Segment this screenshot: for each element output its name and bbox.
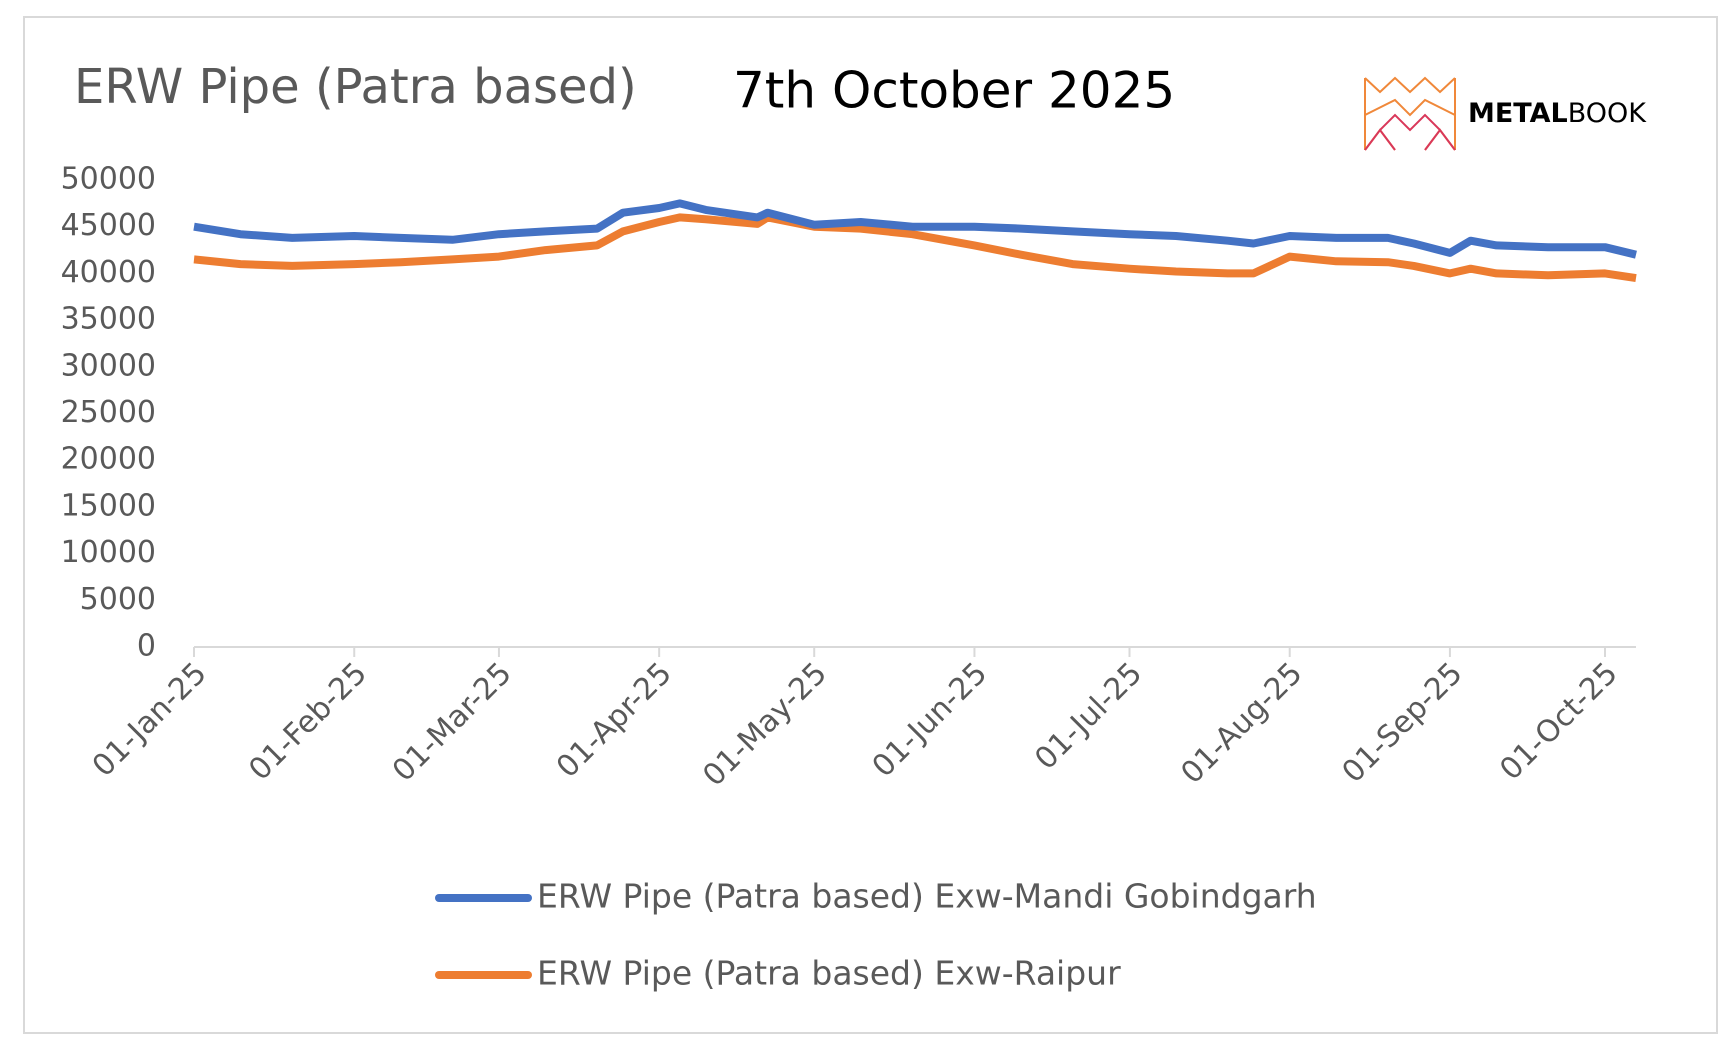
brand-bold: METAL — [1468, 98, 1568, 129]
y-tick-label: 10000 — [61, 535, 156, 570]
brand: METALBOOK — [1468, 98, 1647, 129]
y-tick-label: 5000 — [80, 582, 156, 617]
y-tick-label: 40000 — [61, 255, 156, 290]
legend-label: ERW Pipe (Patra based) Exw-Raipur — [537, 954, 1121, 993]
legend-label: ERW Pipe (Patra based) Exw-Mandi Gobindg… — [537, 877, 1317, 916]
y-tick-label: 15000 — [61, 488, 156, 523]
logo — [1364, 76, 1456, 151]
series-line — [193, 213, 1637, 283]
y-tick-label: 30000 — [61, 348, 156, 383]
chart-title: ERW Pipe (Patra based) — [74, 59, 637, 115]
y-tick-label: 20000 — [61, 442, 156, 477]
chart-border — [23, 16, 1718, 1034]
y-tick-label: 50000 — [61, 162, 156, 197]
chart-subtitle: 7th October 2025 — [733, 62, 1175, 120]
series-line — [193, 199, 1637, 259]
y-tick-label: 35000 — [61, 302, 156, 337]
brand-light: BOOK — [1568, 98, 1648, 129]
y-tick-label: 0 — [137, 629, 156, 664]
y-tick-label: 25000 — [61, 395, 156, 430]
y-tick-label: 45000 — [61, 208, 156, 243]
